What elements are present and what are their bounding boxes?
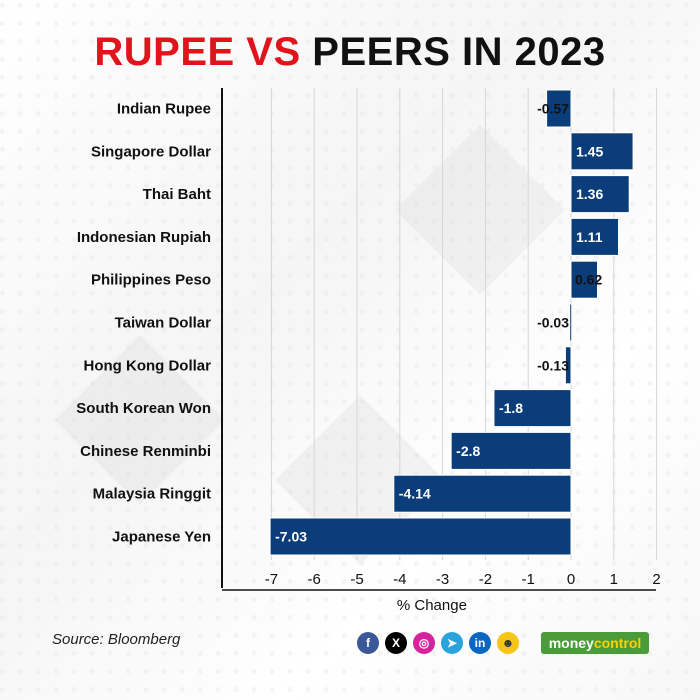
category-label: Hong Kong Dollar (84, 357, 212, 374)
data-label: -2.8 (456, 443, 480, 459)
x-tick-label: -4 (393, 571, 406, 588)
bar (546, 89, 572, 128)
data-label: -0.03 (537, 315, 569, 331)
source-note: Source: Bloomberg (52, 631, 181, 648)
x-tick-label: -1 (522, 571, 535, 588)
bar (570, 260, 599, 299)
instagram-icon[interactable]: ◎ (413, 632, 435, 654)
category-label: Singapore Dollar (91, 143, 211, 160)
category-label: Indonesian Rupiah (77, 229, 211, 246)
x-tick-label: -7 (265, 571, 278, 588)
chart-title: RUPEE VS PEERS IN 2023 (0, 30, 700, 75)
x-tick-label: 2 (652, 571, 660, 588)
data-label: -4.14 (399, 486, 431, 502)
data-label: -0.57 (537, 101, 569, 117)
x-tick-label: -5 (350, 571, 363, 588)
bar (569, 303, 573, 342)
data-label: 1.36 (576, 186, 603, 202)
category-label: Malaysia Ringgit (93, 486, 211, 503)
bar (564, 346, 572, 385)
category-label: Philippines Peso (91, 272, 211, 289)
data-label: 1.11 (576, 229, 603, 245)
category-label: Chinese Renminbi (80, 443, 211, 460)
data-label: 0.62 (575, 272, 602, 288)
bar (493, 389, 572, 428)
x-tick-label: -2 (479, 571, 492, 588)
moneycontrol-logo: moneycontrol (541, 632, 649, 654)
category-label: Indian Rupee (117, 101, 211, 118)
title-rest: PEERS IN 2023 (312, 30, 606, 74)
bar (393, 474, 572, 513)
category-label: Taiwan Dollar (115, 315, 212, 332)
koo-icon[interactable]: ☻ (497, 632, 519, 654)
linkedin-icon[interactable]: in (469, 632, 491, 654)
facebook-icon[interactable]: f (357, 632, 379, 654)
category-label: South Korean Won (76, 400, 211, 417)
data-label: -0.13 (537, 357, 569, 373)
bar (570, 132, 634, 171)
bar (570, 175, 630, 214)
x-tick-label: -3 (436, 571, 449, 588)
social-icons: f X ◎ ➤ in ☻ (357, 632, 519, 654)
category-label: Thai Baht (143, 186, 211, 203)
telegram-icon[interactable]: ➤ (441, 632, 463, 654)
data-label: -1.8 (499, 400, 523, 416)
bar (269, 517, 572, 556)
x-tick-label: 1 (610, 571, 618, 588)
bar (570, 217, 620, 256)
data-label: -7.03 (275, 529, 307, 545)
x-axis-label: % Change (397, 597, 467, 614)
data-label: 1.45 (576, 143, 603, 159)
bar (450, 431, 572, 470)
category-label: Japanese Yen (112, 529, 211, 546)
x-tick-label: 0 (567, 571, 575, 588)
x-icon[interactable]: X (385, 632, 407, 654)
x-tick-label: -6 (308, 571, 321, 588)
title-highlight: RUPEE VS (94, 30, 301, 74)
